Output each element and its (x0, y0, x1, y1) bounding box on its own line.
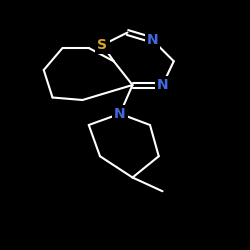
Text: N: N (114, 107, 126, 121)
Text: N: N (147, 33, 158, 47)
Text: N: N (157, 78, 168, 92)
Text: S: S (98, 38, 108, 52)
